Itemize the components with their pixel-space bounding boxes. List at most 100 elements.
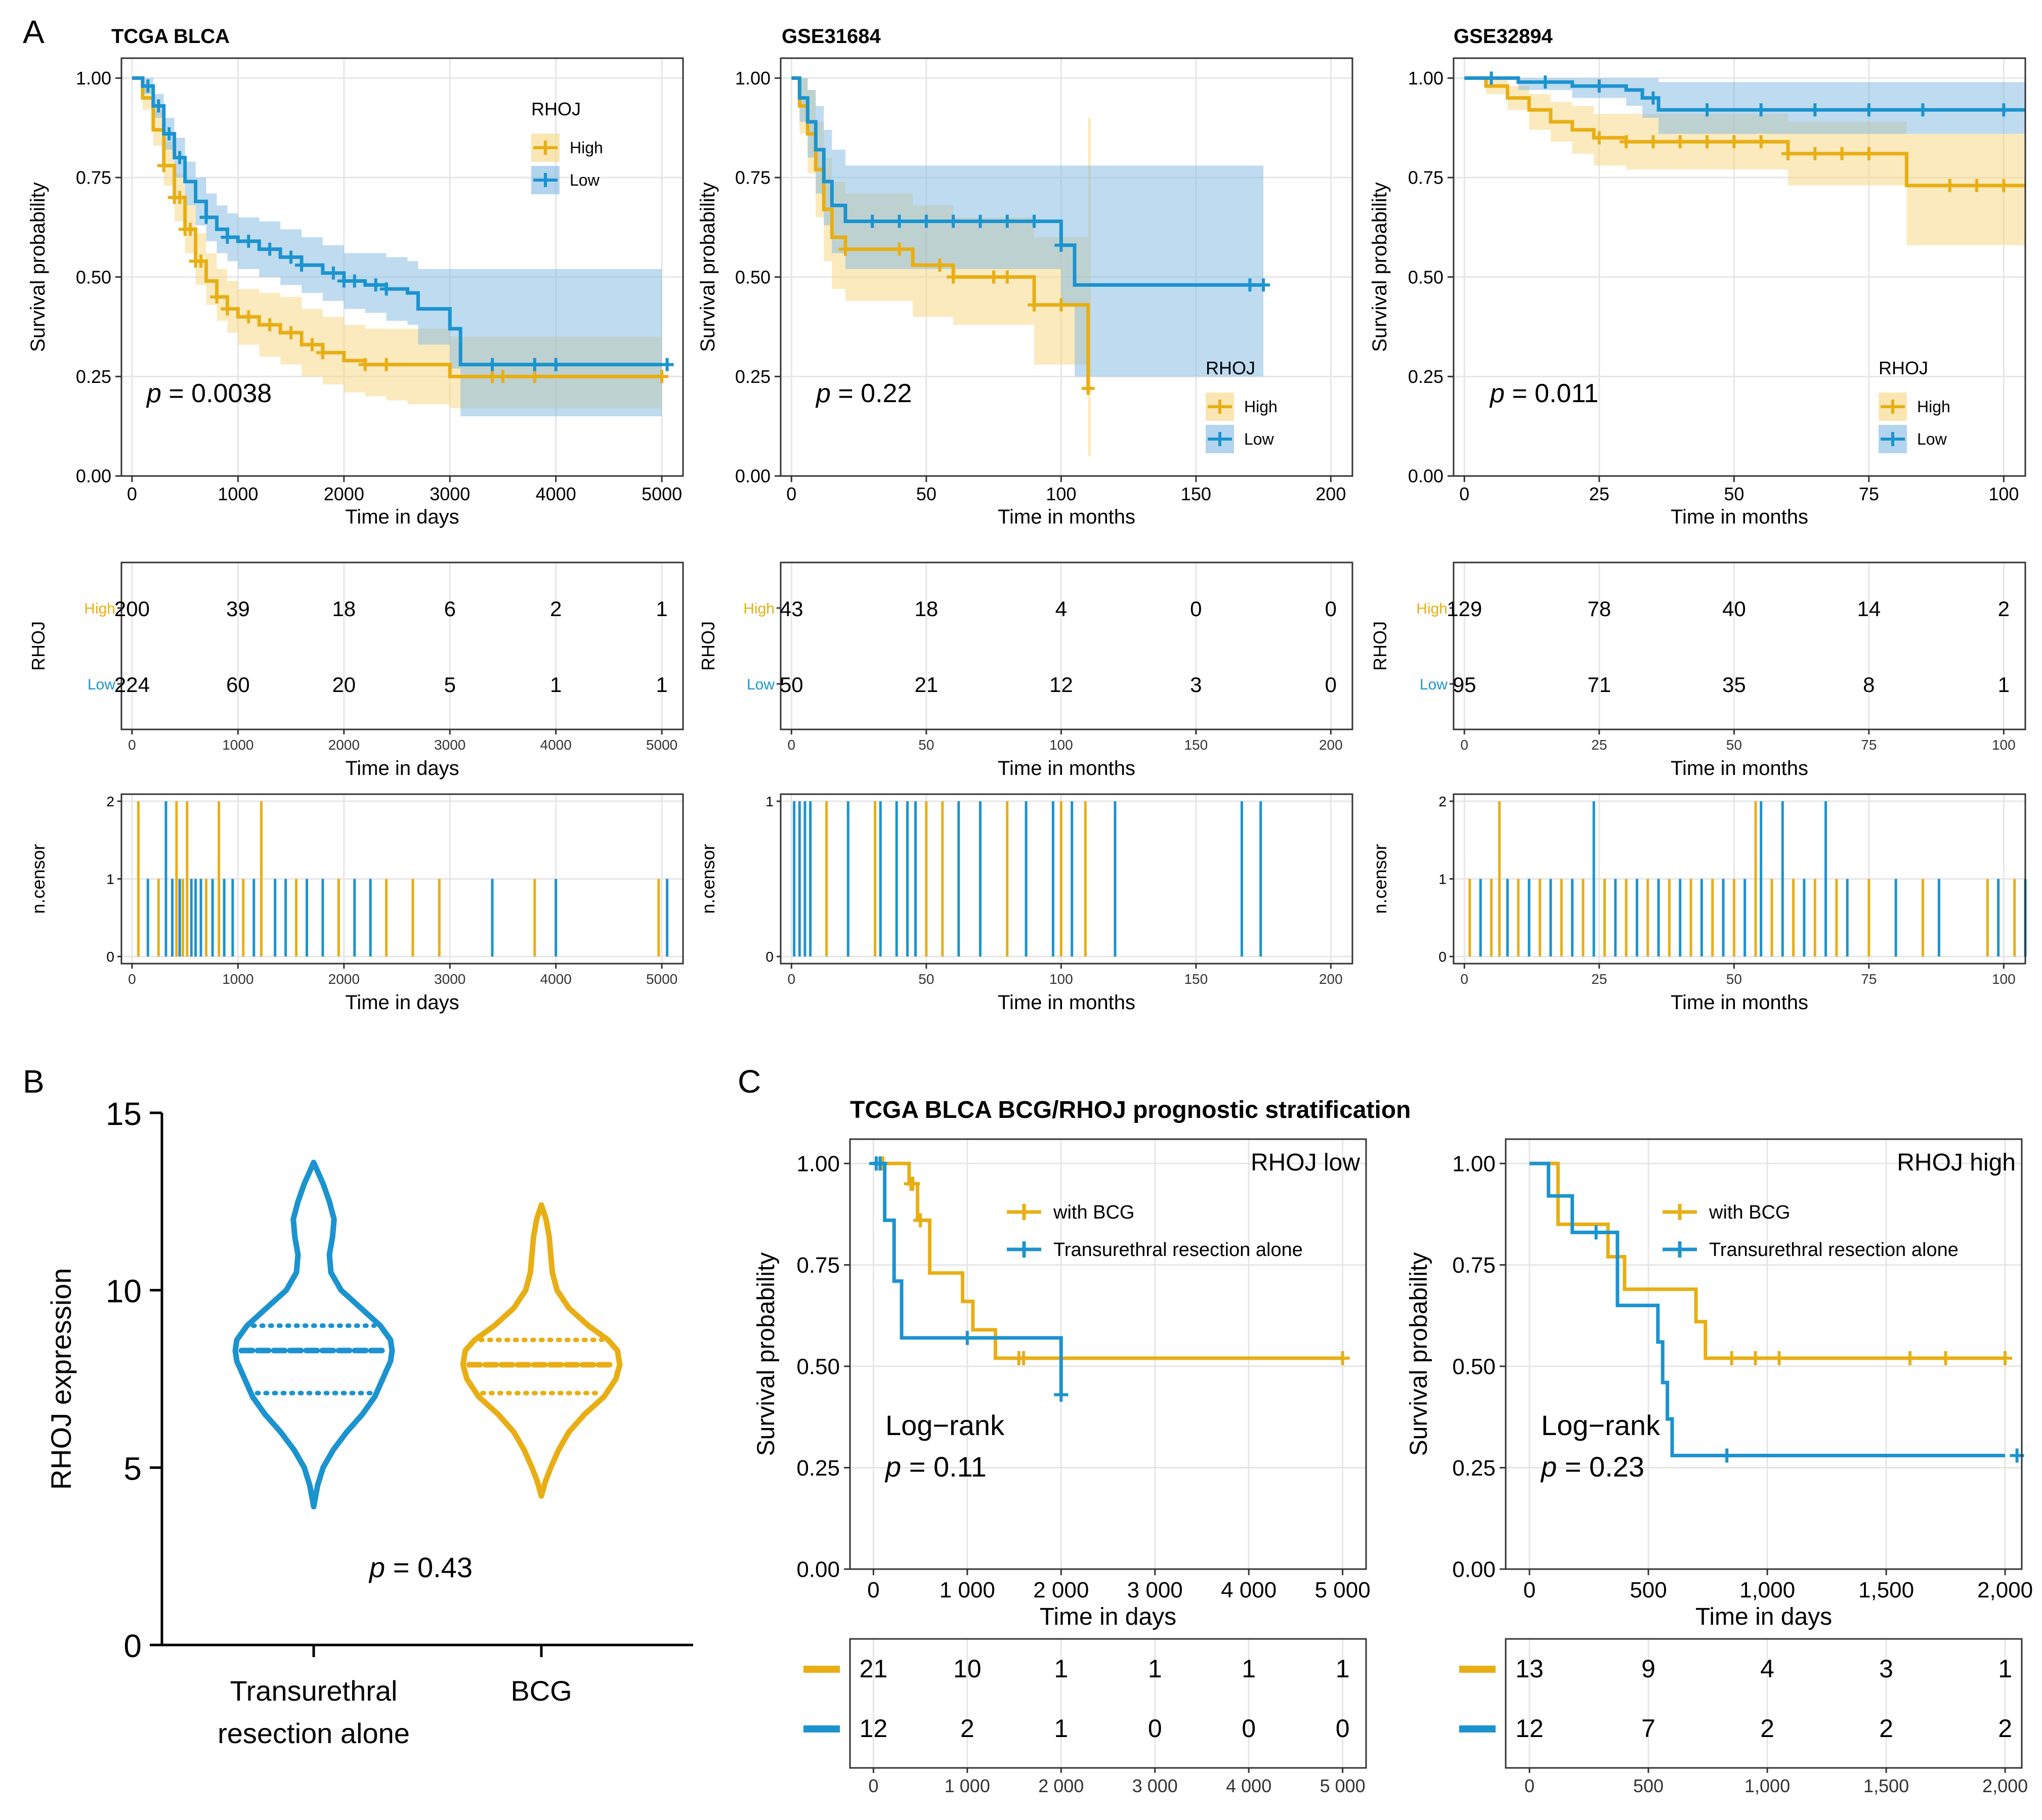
km-panel-bcg_high: 0.00 0.25 0.50 0.75 1.00 0 500 1,000 1,500 2,000 T…	[1406, 1138, 2033, 1630]
y-tick-label: 1.00	[796, 1152, 840, 1177]
censor-mark-high	[379, 358, 393, 371]
x-tick-label: 50	[918, 737, 934, 753]
p-symbol: p	[146, 379, 161, 408]
y-tick-label: 0.00	[796, 1557, 840, 1582]
y-tick-label: 0	[765, 949, 774, 965]
x-tick-label: 150	[1184, 737, 1208, 753]
x-tick-label: 4 000	[1221, 1578, 1277, 1602]
table-frame	[1453, 561, 2026, 730]
legend-entry: Transurethral resection alone	[1053, 1239, 1303, 1261]
legend-entry: High	[1244, 398, 1278, 416]
legend-key-line	[1007, 1241, 1041, 1258]
x-axis-label: Time in days	[345, 506, 459, 528]
x-tick-label: 0	[128, 971, 136, 987]
x-tick-label: 5 000	[1320, 1775, 1366, 1796]
x-tick-label: 1,500	[1858, 1578, 1914, 1602]
y-axis-label: RHOJ	[1370, 621, 1390, 671]
x-tick-label: 3000	[430, 484, 470, 504]
censor-mark-low	[199, 210, 213, 224]
risk-count: 1	[1054, 1714, 1068, 1743]
legend-entry: Transurethral resection alone	[1709, 1239, 1959, 1261]
x-tick-label: 3000	[434, 737, 465, 753]
y-tick-label: 1.00	[1408, 68, 1443, 89]
y-axis-label: Survival probability	[1369, 182, 1391, 352]
legend-key-line	[533, 173, 558, 187]
x-tick-label: 500	[1633, 1775, 1664, 1796]
y-tick-label: 0.25	[1408, 366, 1443, 387]
risk-count: 1	[1054, 1655, 1068, 1683]
p-symbol: p	[1540, 1451, 1557, 1483]
censor-mark-low	[1916, 103, 1930, 117]
risk-count: 7	[1641, 1714, 1655, 1743]
x-tick-label: 0	[786, 484, 796, 504]
x-tick-label: 1,500	[1863, 1775, 1909, 1796]
censor-mark-low	[162, 127, 176, 141]
risk-count: 2	[1998, 597, 2010, 621]
x-tick-label: 50	[1724, 484, 1744, 504]
censor-mark-low	[549, 358, 563, 371]
x-tick-label: 100	[1988, 484, 2019, 504]
risk-count: 0	[1242, 1714, 1256, 1743]
risk-count: 12	[1049, 673, 1073, 697]
censor-mark-low	[369, 278, 382, 292]
y-axis-label: RHOJ	[28, 621, 49, 671]
censor-mark-low	[1808, 103, 1822, 117]
y-tick-label: 0.50	[1452, 1354, 1496, 1379]
x-tick-label: 0	[1461, 737, 1469, 753]
risk-count: 2	[1760, 1714, 1774, 1743]
risk-count: 2	[1998, 1714, 2012, 1743]
x-tick-label: 150	[1184, 971, 1208, 987]
x-tick-label: 50	[916, 484, 937, 504]
x-tick-label: 2000	[328, 737, 360, 753]
risk-count: 0	[1325, 597, 1337, 621]
survival-line-transurethral-resection-alone	[873, 1161, 1063, 1395]
violin-panel: 0 5 10 15 RHOJ expression Transurethral resect…	[45, 1096, 693, 1749]
table-frame	[780, 561, 1353, 730]
censor-mark-with-bcg	[1772, 1351, 1786, 1366]
risk-count: 0	[1148, 1714, 1162, 1743]
km-panel-gse31684: GSE31684 0.00 0.25 0.50 0.75 1.00 0 50 100 150 200…	[697, 25, 1353, 528]
censor-mark-low	[947, 214, 960, 228]
x-category-label: resection alone	[218, 1717, 410, 1749]
censor-mark-transurethral-resection-alone	[873, 1156, 887, 1171]
censor-panel-gse32894_censor: 0 1 2 0 25 50 75 100 Time in months n.censor	[1370, 793, 2027, 1014]
x-tick-label: 4000	[540, 971, 572, 987]
censor-mark-high	[1054, 298, 1068, 312]
x-tick-label: 25	[1589, 484, 1609, 504]
y-tick-label: 0.25	[1452, 1456, 1496, 1481]
x-axis-label: Time in days	[1695, 1604, 1832, 1630]
risk-count: 12	[1515, 1714, 1544, 1743]
p-value-label: p = 0.23	[1540, 1451, 1644, 1483]
risk-count: 40	[1722, 597, 1746, 621]
x-tick-label: 4000	[536, 484, 576, 504]
survival-line-transurethral-resection-alone	[1529, 1161, 2006, 1457]
censor-mark-low	[221, 231, 234, 244]
censor-mark-high	[655, 370, 669, 383]
risk-count: 18	[332, 597, 356, 621]
censor-mark-with-bcg	[1335, 1351, 1350, 1366]
y-tick-label: 1.00	[735, 68, 771, 89]
risk-count: 8	[1863, 673, 1875, 697]
censor-mark-low	[973, 214, 987, 228]
risk-count: 71	[1587, 673, 1611, 697]
censor-mark-with-bcg	[1724, 1351, 1739, 1366]
x-axis-label: Time in months	[998, 757, 1135, 779]
p-value: = 0.011	[1505, 379, 1599, 408]
censor-mark-high	[1000, 270, 1014, 284]
x-tick-label: 25	[1591, 971, 1607, 987]
censor-mark-low	[1484, 71, 1498, 85]
x-tick-label: 0	[128, 737, 136, 753]
censor-mark-high	[1646, 135, 1660, 149]
x-tick-label: 1000	[218, 484, 258, 504]
censor-mark-high	[496, 370, 509, 383]
censor-mark-high	[1754, 135, 1768, 149]
censor-mark-low	[326, 266, 340, 280]
y-tick-label: 0.50	[1408, 267, 1443, 287]
y-tick-label: 0.75	[76, 167, 111, 188]
risk-count: 1	[1336, 1655, 1350, 1683]
y-tick-label: 0.75	[796, 1253, 840, 1278]
x-tick-label: 75	[1861, 737, 1877, 753]
risk-count: 200	[114, 597, 150, 621]
risk-count: 5	[444, 673, 456, 697]
